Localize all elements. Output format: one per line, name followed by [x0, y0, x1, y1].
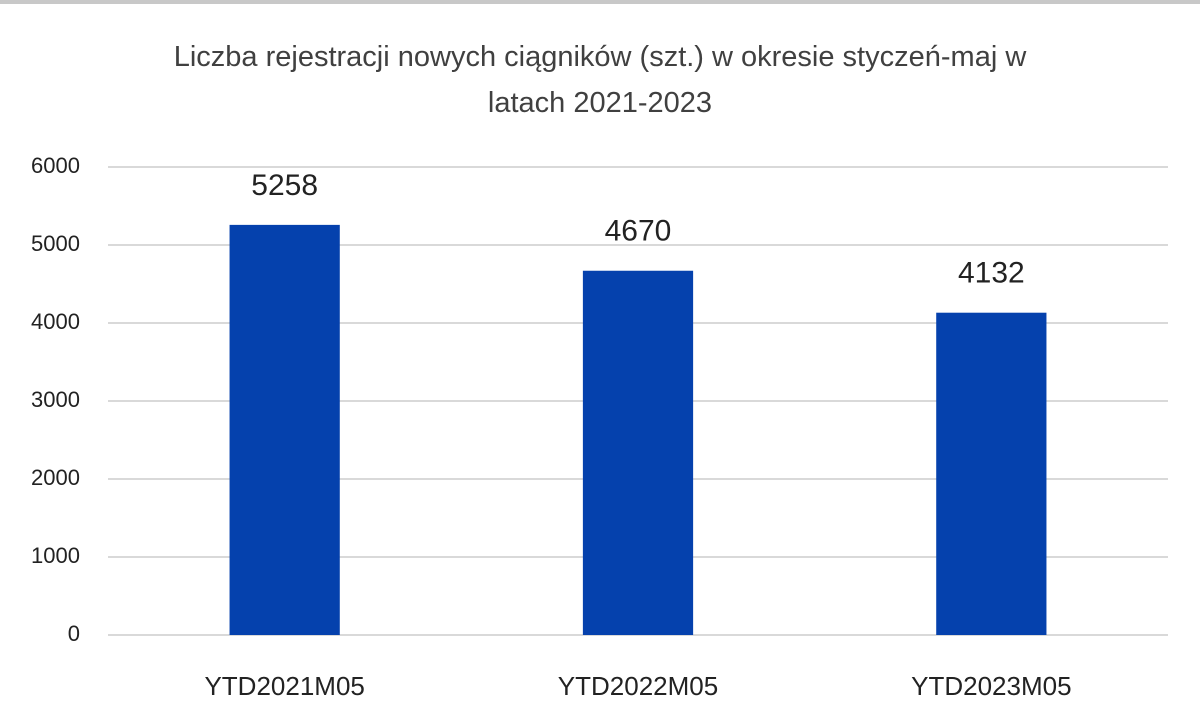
chart: 0 1000 2000 3000 4000 5000 6000 YTD2021M05 5258 Y… — [31, 153, 1168, 701]
chart-title: Liczba rejestracji nowych ciągników (szt… — [173, 41, 1027, 119]
bar — [582, 270, 694, 635]
x-tick-label: YTD2022M05 — [558, 671, 718, 701]
x-tick-label: YTD2021M05 — [204, 671, 364, 701]
y-tick-label: 3000 — [31, 387, 80, 412]
value-label: 5258 — [251, 169, 318, 202]
x-tick-label: YTD2023M05 — [911, 671, 1071, 701]
bar — [936, 312, 1047, 635]
y-tick-label: 0 — [68, 621, 80, 646]
y-tick-label: 5000 — [31, 231, 80, 256]
y-tick-label: 4000 — [31, 309, 80, 334]
y-tick-label: 6000 — [31, 153, 80, 178]
y-tick-label: 1000 — [31, 543, 80, 568]
bar — [229, 224, 340, 635]
y-tick-label: 2000 — [31, 465, 80, 490]
value-label: 4132 — [958, 257, 1025, 290]
value-label: 4670 — [605, 215, 672, 248]
